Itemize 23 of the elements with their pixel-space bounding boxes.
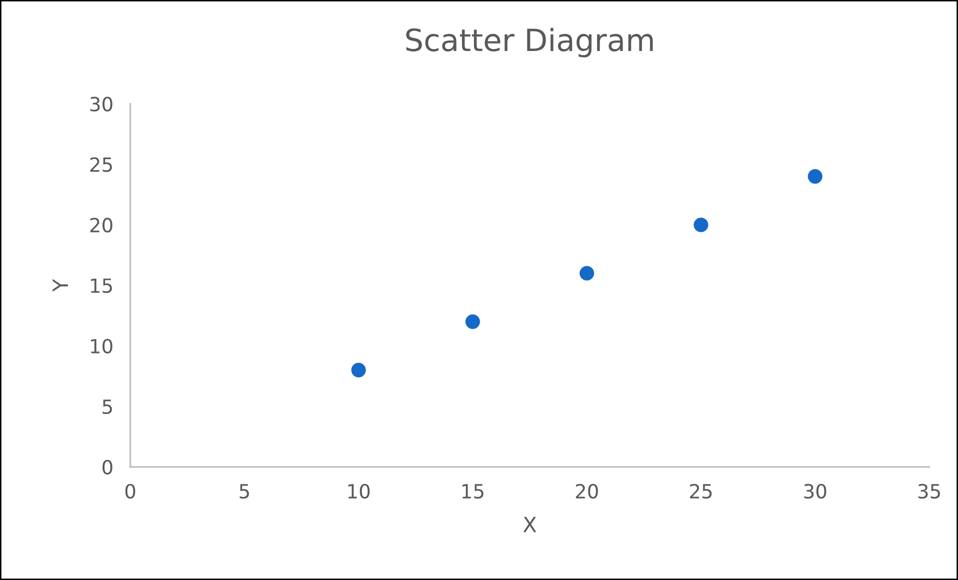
y-tick-label: 15: [91, 278, 112, 294]
point: [465, 314, 480, 329]
x-tick-label: 25: [690, 484, 712, 499]
x-tick-label: 10: [348, 484, 370, 499]
x-tick-label: 35: [918, 484, 940, 499]
point: [694, 218, 708, 232]
x-tick-label: 30: [804, 484, 826, 499]
y-tick-label: 5: [102, 400, 112, 414]
x-axis-title: X: [523, 516, 536, 532]
y-axis-title: Y: [52, 278, 68, 292]
y-tick-label: 30: [90, 96, 112, 112]
point: [808, 169, 822, 184]
y-tick-label: 20: [90, 218, 112, 233]
y-tick-label: 10: [91, 338, 112, 354]
point: [351, 362, 366, 378]
x-tick-label: 0: [125, 484, 136, 499]
x-tick-label: 15: [462, 484, 484, 499]
chart-title: Scatter Diagram: [406, 28, 653, 58]
x-tick-label: 5: [240, 484, 249, 499]
point: [580, 266, 594, 281]
x-tick-label: 20: [576, 484, 598, 499]
y-tick-label: 0: [102, 460, 112, 475]
y-tick-label: 25: [90, 157, 112, 172]
